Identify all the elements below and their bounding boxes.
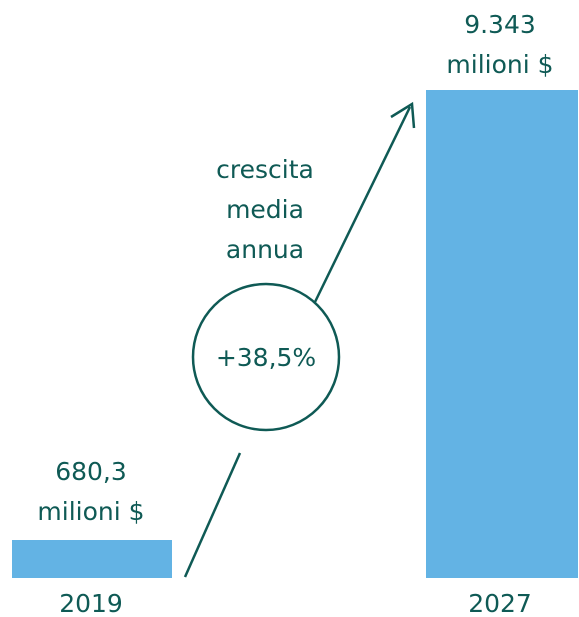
growth-arrow-lower [183,452,242,578]
value-label-2027-amount: 9.343 [464,10,536,39]
value-label-2027-unit: milioni $ [446,50,553,79]
annotation-line-2: media [226,195,304,224]
annotation-line-1: crescita [216,155,314,184]
bar-2019 [12,540,172,578]
value-label-2019-unit: milioni $ [37,497,144,526]
category-label-2027: 2027 [468,589,532,617]
bar-2027 [426,90,578,578]
bars-group [12,90,578,578]
annotation-line-3: annua [226,235,304,264]
growth-arrow-upper [313,106,412,303]
growth-badge-circle [191,282,341,432]
arrow-head-icon [390,101,416,129]
category-label-2019: 2019 [59,589,123,617]
value-label-2019-amount: 680,3 [55,457,127,486]
growth-badge-text: +38,5% [216,343,316,372]
